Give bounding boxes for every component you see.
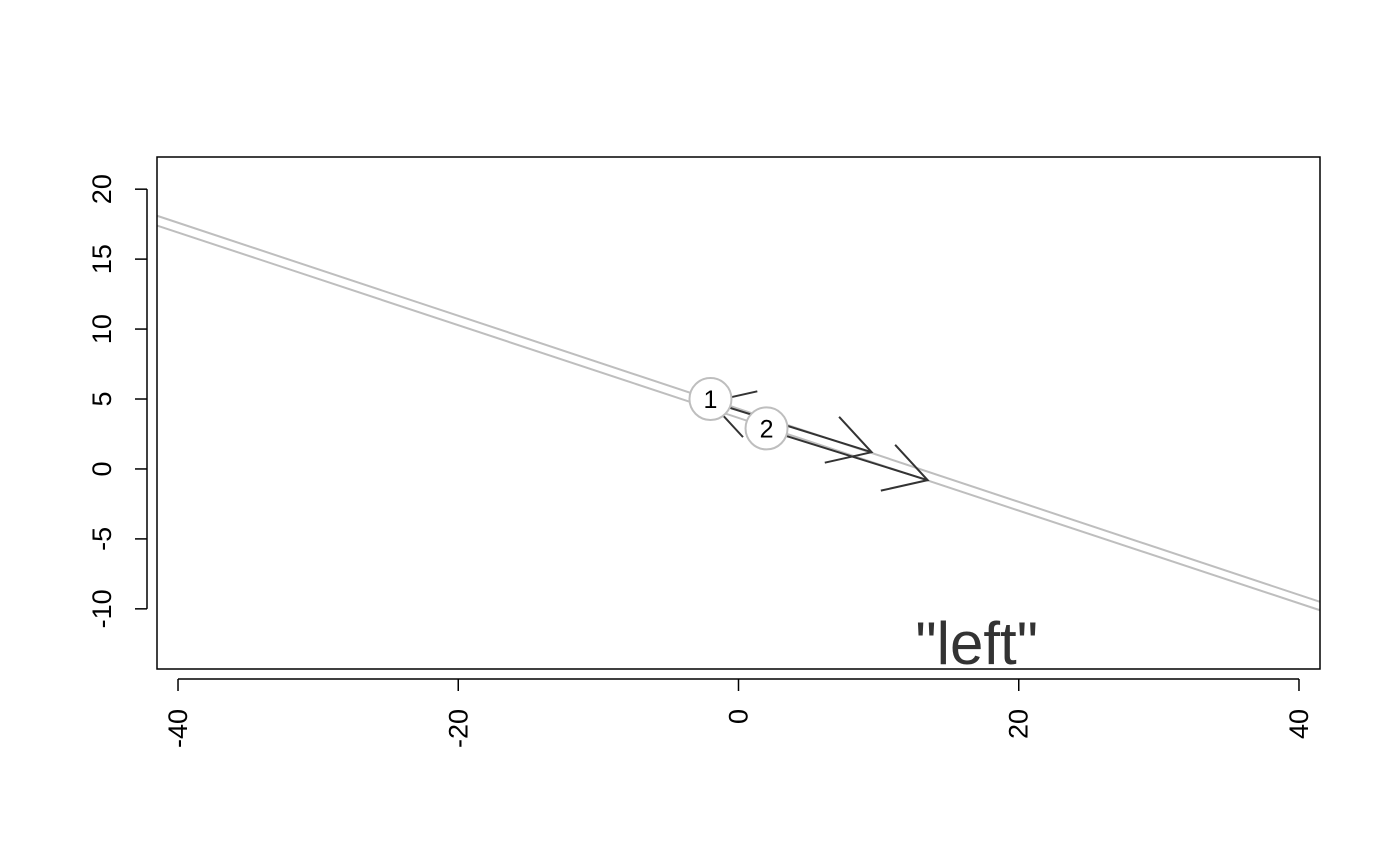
point-marker-1 (688, 377, 733, 422)
y-axis: -10 -5 0 5 10 15 20 (87, 174, 148, 628)
plot-frame (156, 156, 1321, 670)
series-line-1 (156, 214, 1321, 603)
annotation-layer: "left" (915, 610, 1038, 677)
y-tick-label-1: -10 (87, 589, 117, 628)
y-tick-label-6: 15 (87, 244, 117, 274)
y-tick-label-3: 0 (87, 461, 117, 476)
y-tick-label-2: -5 (87, 527, 117, 551)
y-tick-label-7: 20 (87, 174, 117, 204)
point-label-1: 1 (704, 386, 718, 414)
series-line-2 (156, 224, 1321, 612)
point-label-2: 2 (760, 415, 774, 443)
points-layer: 12 (688, 377, 789, 451)
x-tick-label-1: -40 (163, 709, 193, 748)
point-marker-2 (744, 406, 789, 451)
x-axis: -40 -20 0 20 40 (163, 678, 1314, 748)
x-tick-label-4: 20 (1004, 709, 1034, 739)
arrows-layer (708, 390, 930, 492)
annotation-text-1: "left" (915, 610, 1038, 677)
arrow-head-1 (824, 416, 874, 464)
y-tick-label-4: 5 (87, 391, 117, 406)
y-tick-label-5: 10 (87, 314, 117, 344)
x-tick-label-2: -20 (443, 709, 473, 748)
x-tick-label-5: 40 (1284, 709, 1314, 739)
arrow-head-2 (880, 444, 930, 492)
lines-layer (156, 214, 1321, 612)
arrow-shaft-2 (766, 428, 928, 482)
arrow-shaft-1 (710, 400, 872, 454)
x-tick-label-3: 0 (724, 709, 754, 724)
